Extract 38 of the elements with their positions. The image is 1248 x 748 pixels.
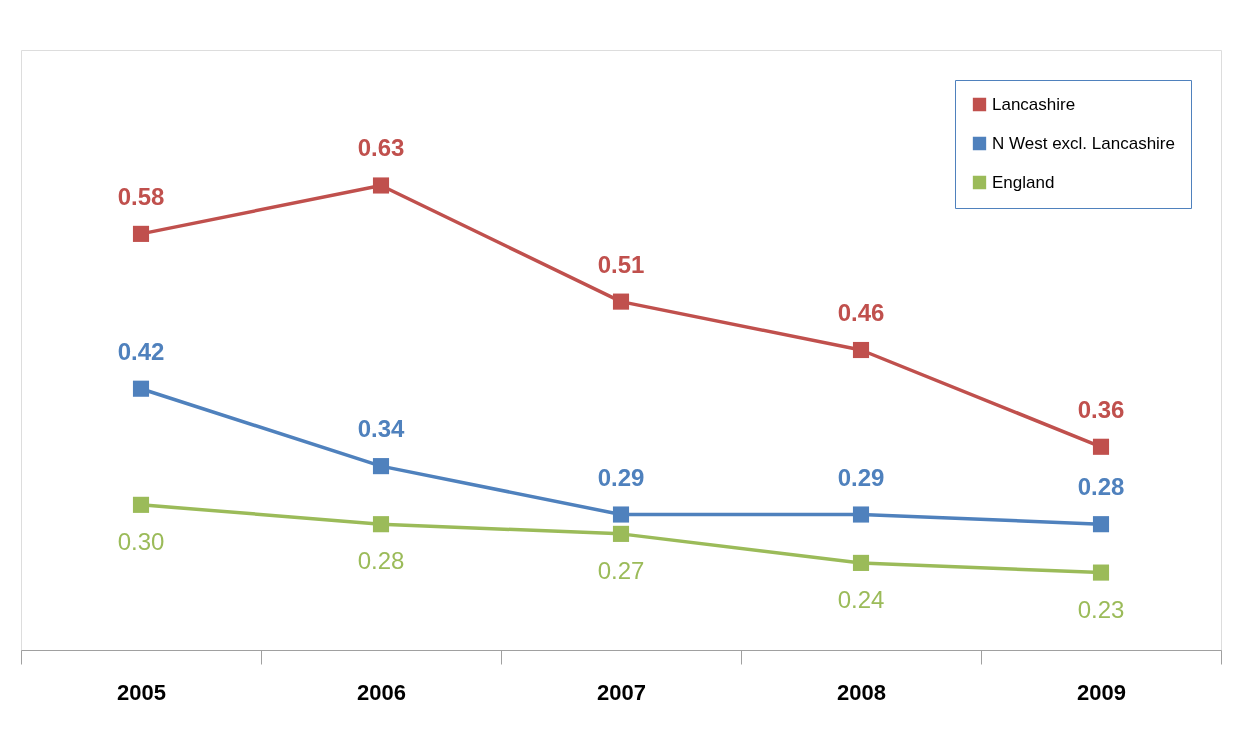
x-tick-label: 2007 <box>597 679 646 705</box>
legend-label: Lancashire <box>992 94 1076 114</box>
data-label: 0.36 <box>1077 395 1125 423</box>
point <box>1092 564 1110 581</box>
point <box>132 225 150 242</box>
data-label: 0.34 <box>357 415 405 443</box>
legend-label: England <box>992 172 1055 192</box>
data-label: 0.42 <box>117 337 165 365</box>
x-tick-label: 2008 <box>837 679 886 705</box>
data-label: 0.63 <box>357 134 405 162</box>
point <box>372 177 390 194</box>
x-tick-label: 2009 <box>1077 679 1126 705</box>
point <box>612 506 630 523</box>
data-label: 0.29 <box>837 463 885 491</box>
point <box>132 496 150 513</box>
data-label: 0.29 <box>597 463 645 491</box>
point <box>852 554 870 571</box>
x-tick-label: 2005 <box>117 679 166 705</box>
point <box>1092 438 1110 455</box>
data-label: 0.30 <box>117 527 165 555</box>
point <box>1092 516 1110 533</box>
point <box>852 506 870 523</box>
data-label: 0.27 <box>597 556 645 584</box>
data-label: 0.28 <box>357 547 405 575</box>
data-label: 0.51 <box>597 250 645 278</box>
x-tick-label: 2006 <box>357 679 406 705</box>
data-label: 0.58 <box>117 182 165 210</box>
point <box>612 525 630 542</box>
data-label: 0.24 <box>837 585 885 613</box>
point <box>132 380 150 397</box>
legend-label: N West excl. Lancashire <box>992 133 1175 153</box>
data-label: 0.23 <box>1077 595 1125 623</box>
data-label: 0.46 <box>837 299 885 326</box>
point <box>372 458 390 475</box>
point <box>852 341 870 359</box>
point <box>612 293 630 310</box>
data-label: 0.28 <box>1077 473 1125 501</box>
point <box>372 516 390 533</box>
